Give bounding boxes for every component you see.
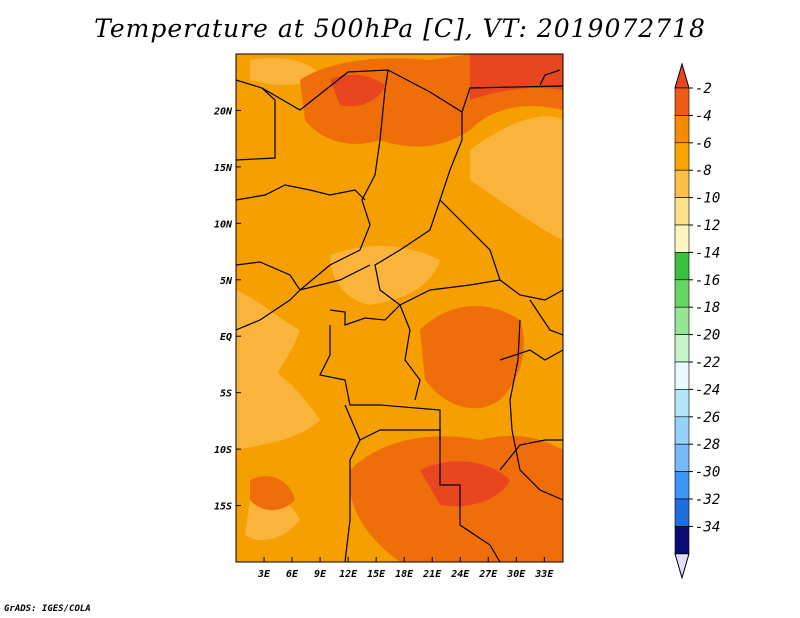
colorbar-label: -14	[695, 245, 720, 261]
lat-tick-label: 15N	[214, 163, 233, 174]
colorbar-swatch	[674, 197, 690, 226]
border-line	[236, 87, 276, 161]
border-line	[499, 349, 563, 361]
colorbar-label: -26	[695, 410, 720, 426]
colorbar-label: -18	[695, 300, 720, 316]
colorbar-swatch	[674, 115, 690, 144]
lon-tick-label: 30E	[506, 569, 526, 580]
colorbar-label: -20	[695, 328, 720, 344]
border-line	[509, 319, 563, 501]
colorbar-label: -24	[695, 382, 720, 398]
colorbar-swatch	[674, 471, 690, 500]
border-line	[344, 404, 361, 562]
field-warm-region-coast	[236, 350, 320, 450]
colorbar-swatch	[674, 498, 690, 527]
colorbar-swatch	[674, 389, 690, 418]
lat-tick-label: 10S	[214, 445, 232, 456]
border-line	[529, 299, 563, 336]
colorbar-swatch	[674, 169, 690, 198]
colorbar-label: -4	[695, 108, 712, 124]
field-cool-region-east	[420, 306, 524, 409]
border-line	[236, 69, 389, 291]
colorbar-label: -28	[695, 437, 720, 453]
grads-credit: GrADS: IGES/COLA	[4, 604, 91, 614]
border-line	[499, 439, 563, 471]
colorbar-label: -34	[695, 519, 720, 535]
field-warm-region-south	[245, 496, 300, 540]
field-warm-region-center	[330, 245, 440, 305]
lon-tick-label: 6E	[286, 569, 299, 580]
colorbar-label: -32	[695, 492, 720, 508]
lat-tick-label: 5S	[220, 389, 232, 400]
lon-tick-label: 33E	[534, 569, 554, 580]
lat-tick-label: 10N	[214, 219, 233, 230]
lon-tick-label: 12E	[339, 569, 358, 580]
border-line	[236, 184, 366, 201]
field-hot-region-sahel	[330, 74, 385, 107]
colorbar: -2 -4 -6 -8 -10 -12 -14 -16 -18 -20 -22 -24 -26 -28 -3…	[674, 62, 720, 580]
lon-tick-label: 15E	[367, 569, 386, 580]
colorbar-swatch	[674, 334, 690, 363]
field-hot-region-north	[470, 54, 563, 100]
longitude-axis: 3E 6E 9E 12E 15E 18E 21E 24E 27E 30E 33E	[257, 557, 554, 580]
lon-tick-label: 9E	[314, 569, 327, 580]
colorbar-swatch	[674, 443, 690, 472]
colorbar-label: -8	[695, 163, 712, 179]
colorbar-swatch	[674, 224, 690, 253]
colorbar-swatch	[674, 279, 690, 308]
field-cool-region-southwest	[250, 476, 295, 511]
colorbar-swatch	[674, 252, 690, 281]
map-frame	[235, 53, 564, 563]
colorbar-label: -22	[695, 355, 720, 371]
border-line	[539, 69, 561, 86]
country-borders	[236, 69, 563, 562]
colorbar-label: -6	[695, 136, 712, 152]
lon-tick-label: 18E	[395, 569, 414, 580]
border-line	[399, 304, 421, 401]
colorbar-label: -16	[695, 273, 720, 289]
lon-tick-label: 3E	[257, 569, 271, 580]
latitude-axis: 20N 15N 10N 5N EQ 5S 10S 15S	[213, 106, 241, 513]
colorbar-swatch	[674, 361, 690, 390]
field-warm-region-north	[250, 58, 320, 85]
lat-tick-label: EQ	[220, 332, 232, 343]
border-line	[461, 85, 563, 113]
border-line	[359, 429, 501, 562]
lat-tick-label: 15S	[214, 502, 232, 513]
lon-tick-label: 24E	[450, 569, 470, 580]
border-line	[329, 279, 501, 326]
lat-tick-label: 20N	[213, 106, 233, 117]
colorbar-swatch	[674, 306, 690, 335]
border-line	[236, 289, 301, 331]
lon-tick-label: 27E	[478, 569, 498, 580]
colorbar-swatch	[674, 416, 690, 445]
colorbar-label: -12	[695, 218, 720, 234]
border-line	[319, 325, 441, 440]
field-hot-region-south	[420, 461, 510, 507]
colorbar-bottom-arrow	[674, 553, 690, 580]
temperature-field	[236, 54, 563, 562]
colorbar-swatch	[674, 526, 690, 555]
colorbar-top-arrow	[674, 62, 690, 89]
colorbar-swatch	[674, 87, 690, 116]
lon-tick-label: 21E	[422, 569, 442, 580]
colorbar-swatch	[674, 142, 690, 171]
field-warm-region-northeast	[470, 116, 563, 240]
colorbar-label: -30	[695, 465, 720, 481]
lat-tick-label: 5N	[220, 276, 233, 287]
colorbar-label: -10	[695, 191, 720, 207]
map-title: Temperature at 500hPa [C], VT: 201907271…	[94, 14, 706, 43]
colorbar-label: -2	[695, 81, 712, 97]
